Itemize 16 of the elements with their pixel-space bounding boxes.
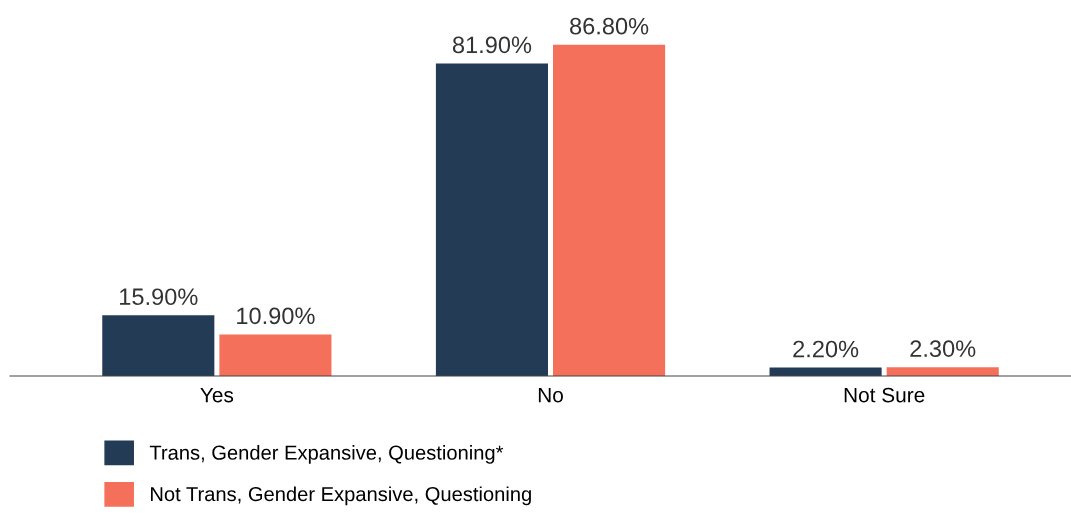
- data-label: 81.90%: [452, 36, 532, 54]
- data-label: 2.30%: [910, 340, 976, 357]
- bar: [219, 334, 332, 376]
- data-label: 15.90%: [120, 288, 198, 306]
- x-tick-label: No: [538, 387, 563, 403]
- data-label: 2.20%: [793, 340, 859, 358]
- legend-label: Not Trans, Gender Expansive, Questioning: [151, 486, 531, 506]
- data-label: 86.80%: [570, 17, 649, 35]
- legend-label: Trans, Gender Expansive, Questioning*: [149, 445, 504, 464]
- x-tick-label: Yes: [200, 387, 234, 403]
- bar: [435, 63, 549, 376]
- bar: [886, 367, 999, 376]
- bar: [553, 44, 666, 376]
- bar: [102, 315, 215, 376]
- x-tick-label: Not Sure: [844, 387, 925, 403]
- data-label: 10.90%: [237, 307, 315, 325]
